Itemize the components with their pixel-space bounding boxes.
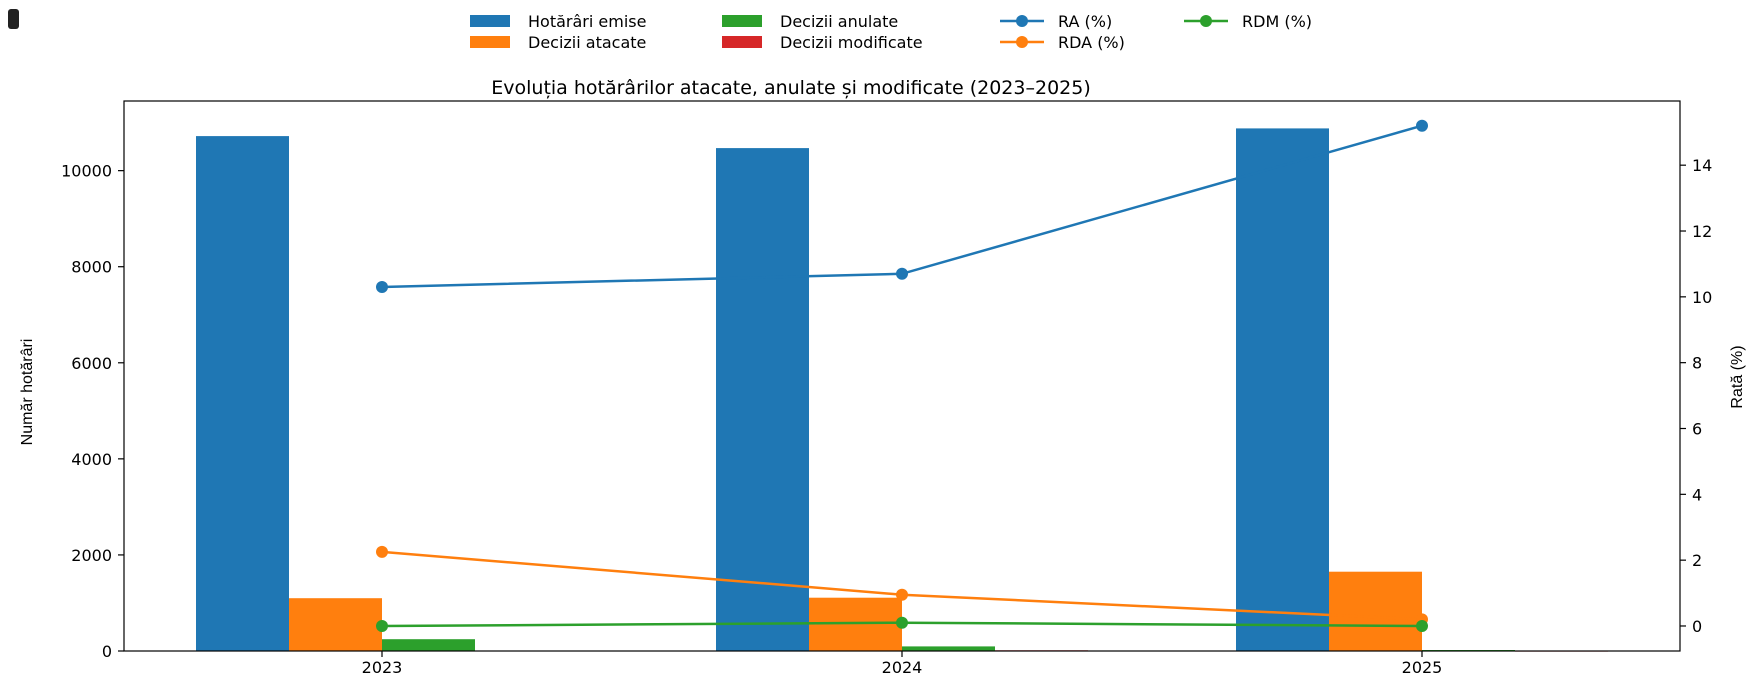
right-tick-label-12: 12 (1692, 222, 1712, 241)
left-tick-label-10000: 10000 (61, 162, 112, 181)
bar-hot-r-ri-emise-2023 (196, 136, 289, 652)
left-tick-label-6000: 6000 (71, 354, 112, 373)
point-rdm-2025 (1416, 620, 1428, 632)
legend-label-rdm: RDM (%) (1242, 12, 1312, 31)
bar-layer (196, 128, 1608, 652)
legend-swatch-decizii-anulate (722, 15, 762, 27)
legend-label-decizii-atacate: Decizii atacate (528, 33, 646, 52)
legend-swatch-decizii-modificate (722, 36, 762, 48)
legend-swatch-hot-r-ri-emise (470, 15, 510, 27)
right-tick-label-8: 8 (1692, 354, 1702, 373)
point-rdm-2023 (376, 620, 388, 632)
chart-title: Evoluția hotărârilor atacate, anulate și… (491, 77, 1091, 99)
legend-label-decizii-modificate: Decizii modificate (780, 33, 923, 52)
legend-swatch-decizii-atacate (470, 36, 510, 48)
legend: Hotărâri emise Decizii atacate Decizii anu… (470, 12, 1312, 52)
right-tick-label-4: 4 (1692, 485, 1702, 504)
left-axis-label: Număr hotărâri (19, 339, 36, 446)
bar-hot-r-ri-emise-2024 (716, 148, 809, 651)
right-tick-label-0: 0 (1692, 617, 1702, 636)
left-tick-label-4000: 4000 (71, 450, 112, 469)
bar-decizii-anulate-2023 (382, 639, 475, 651)
right-axis-label: Rată (%) (1729, 345, 1746, 408)
point-rda-2024 (896, 588, 908, 601)
right-tick-label-2: 2 (1692, 551, 1702, 570)
legend-label-decizii-anulate: Decizii anulate (780, 12, 898, 31)
point-rda-2023 (376, 545, 388, 558)
left-tick-label-0: 0 (102, 642, 112, 661)
axes: 0 2000 4000 6000 8000 10000 0 2 4 6 8 10 12 14 2023 202… (61, 100, 1712, 674)
legend-marker-rdm (1200, 15, 1212, 27)
bar-decizii-atacate-2023 (289, 598, 382, 651)
right-tick-label-14: 14 (1692, 156, 1712, 175)
bar-decizii-atacate-2025 (1329, 571, 1422, 651)
legend-label-hot-r-ri-emise: Hotărâri emise (528, 12, 646, 31)
right-tick-label-6: 6 (1692, 419, 1702, 438)
legend-marker-rda (1016, 36, 1028, 48)
point-rdm-2024 (896, 616, 908, 629)
left-tick-label-2000: 2000 (71, 546, 112, 565)
legend-label-rda: RDA (%) (1058, 33, 1125, 52)
x-tick-label-2023: 2023 (362, 658, 403, 674)
window-control-marker (8, 9, 19, 29)
left-tick-label-8000: 8000 (71, 258, 112, 277)
bar-decizii-anulate-2024 (902, 646, 995, 651)
point-ra-2024 (896, 267, 908, 280)
x-tick-label-2025: 2025 (1402, 658, 1443, 674)
legend-marker-ra (1016, 15, 1028, 27)
line-layer (376, 119, 1428, 632)
bar-hot-r-ri-emise-2025 (1236, 128, 1329, 651)
right-tick-label-10: 10 (1692, 288, 1712, 307)
x-tick-label-2024: 2024 (882, 658, 923, 674)
point-ra-2023 (376, 281, 388, 293)
plot-frame (123, 100, 1681, 652)
legend-label-ra: RA (%) (1058, 12, 1112, 31)
point-ra-2025 (1416, 119, 1428, 132)
